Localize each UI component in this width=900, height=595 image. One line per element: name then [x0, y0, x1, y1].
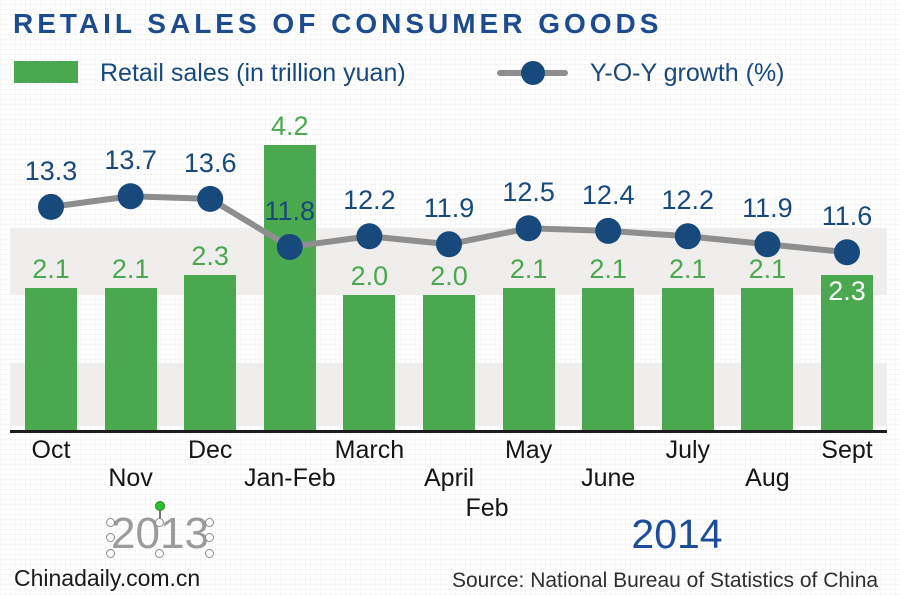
bar	[343, 295, 396, 431]
bar	[184, 274, 237, 431]
bar-value-label: 2.3	[191, 240, 229, 271]
chart-title: RETAIL SALES OF CONSUMER GOODS	[13, 8, 663, 39]
bar	[25, 288, 77, 431]
bar	[423, 295, 475, 431]
selection-handle-mid-right[interactable]	[204, 533, 214, 542]
x-axis-label-feb: Feb	[465, 494, 509, 522]
legend-bar-swatch-icon	[14, 61, 78, 83]
x-axis-label: Aug	[745, 464, 790, 492]
line-point	[595, 217, 622, 244]
legend-bar-label: Retail sales (in trillion yuan)	[100, 59, 406, 87]
bar-value-label: 2.0	[430, 261, 468, 291]
x-axis-label: May	[504, 436, 553, 464]
line-value-label: 12.2	[661, 185, 715, 216]
selection-handle-bottom-right[interactable]	[204, 548, 214, 558]
x-axis-label: April	[423, 464, 475, 492]
line-point	[515, 215, 542, 242]
bar	[104, 288, 157, 431]
x-axis-label: July	[665, 436, 711, 464]
selection-handle-mid-left[interactable]	[105, 533, 115, 542]
line-value-label: 11.9	[423, 193, 475, 224]
bar	[821, 274, 873, 431]
x-axis-label: March	[334, 436, 405, 464]
year-2014-label: 2014	[631, 511, 723, 557]
bar	[502, 288, 555, 431]
line-point	[674, 223, 701, 250]
line-point	[38, 193, 64, 220]
source-credit: Source: National Bureau of Statistics of…	[452, 569, 879, 592]
x-axis-label: Jan-Feb	[243, 464, 336, 492]
line-point	[436, 231, 462, 258]
line-value-label: 11.9	[742, 193, 793, 224]
line-value-label: 13.7	[104, 145, 157, 176]
bar-value-label: 2.1	[589, 254, 627, 285]
selection-handle-box	[105, 517, 214, 558]
line-point	[276, 233, 303, 260]
line-value-label: 13.3	[24, 155, 78, 186]
line-value-label: 11.6	[821, 201, 873, 232]
selection-handle-bottom-left[interactable]	[105, 548, 115, 558]
selection-handle-top-right[interactable]	[204, 517, 214, 527]
bar-value-label: 2.1	[669, 254, 707, 285]
line-point	[356, 223, 383, 250]
bar	[661, 288, 714, 431]
brand-watermark: Chinadaily.com.cn	[14, 565, 201, 591]
legend-line-dot-icon	[521, 61, 545, 85]
x-axis-label: Nov	[108, 464, 153, 492]
rotation-handle-stem	[159, 510, 161, 522]
line-value-label: 12.5	[502, 177, 555, 208]
line-point	[834, 239, 860, 266]
legend-line-label: Y-O-Y growth (%)	[590, 59, 785, 87]
selection-handle-bottom-center[interactable]	[155, 548, 164, 558]
line-point	[754, 231, 781, 258]
line-point	[117, 183, 144, 210]
line-value-label: 12.4	[581, 179, 635, 210]
selection-handle-top-center[interactable]	[155, 517, 164, 527]
line-value-label: 12.2	[343, 185, 396, 216]
line-value-label: 13.6	[183, 147, 237, 178]
bar-value-label: 2.1	[748, 254, 787, 285]
bar-value-label: 2.1	[509, 254, 548, 285]
selection-handle-top-left[interactable]	[105, 517, 115, 527]
rotation-handle[interactable]	[154, 501, 165, 511]
bar-value-label: 2.0	[350, 261, 389, 291]
x-axis-label: Oct	[31, 436, 71, 464]
bar	[263, 145, 316, 431]
x-axis-label: June	[581, 464, 636, 492]
bar-value-label: 2.3	[828, 275, 866, 306]
bar	[741, 288, 794, 431]
bar	[582, 288, 635, 431]
bar-value-label: 2.1	[111, 254, 150, 285]
line-value-label: 11.8	[264, 195, 316, 226]
x-axis-label: Dec	[187, 436, 233, 464]
x-axis-label: Sept	[821, 436, 873, 464]
x-axis-line	[10, 430, 887, 433]
bar-value-label: 2.1	[32, 254, 70, 285]
line-point	[197, 185, 224, 212]
bar-value-label: 4.2	[271, 111, 309, 142]
